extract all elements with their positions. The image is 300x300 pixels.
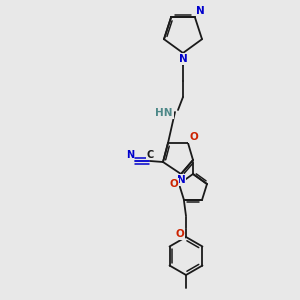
Text: O: O (175, 229, 184, 239)
Text: O: O (169, 179, 178, 189)
Text: HN: HN (155, 108, 173, 118)
Text: N: N (178, 54, 188, 64)
Text: N: N (177, 175, 185, 185)
Text: N: N (196, 6, 205, 16)
Text: O: O (189, 132, 198, 142)
Text: C: C (146, 150, 154, 160)
Text: N: N (126, 150, 134, 160)
